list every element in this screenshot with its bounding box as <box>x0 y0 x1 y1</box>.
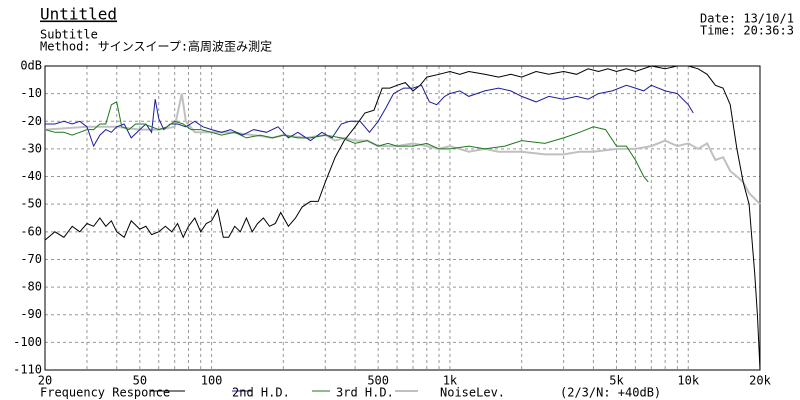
y-tick-label: -30 <box>20 141 42 155</box>
plot-frame <box>44 65 761 371</box>
y-tick-label: -60 <box>20 224 42 238</box>
series-line <box>44 93 761 205</box>
x-tick-label: 20k <box>749 374 771 388</box>
x-tick-label: 500 <box>367 374 389 388</box>
time: Time: 20:36:3 <box>700 24 794 38</box>
series-line <box>45 84 694 148</box>
legend-label: 3rd H.D. <box>336 386 394 400</box>
y-tick-label: -100 <box>13 335 42 349</box>
x-tick-label: 50 <box>133 374 147 388</box>
legend-label: 2nd H.D. <box>232 386 290 400</box>
y-tick-label: -70 <box>20 252 42 266</box>
annotation: (2/3/N: +40dB) <box>560 386 661 400</box>
legend-label: Frequency Responce <box>40 386 170 400</box>
x-tick-label: 1k <box>443 374 458 388</box>
y-tick-label: -90 <box>20 307 42 321</box>
series-line <box>44 65 761 371</box>
y-tick-label: 0dB <box>20 59 42 73</box>
y-tick-label: -110 <box>13 363 42 377</box>
x-tick-label: 5k <box>609 374 624 388</box>
x-tick-label: 10k <box>677 374 699 388</box>
x-tick-label: 100 <box>201 374 223 388</box>
y-tick-label: -80 <box>20 280 42 294</box>
chart-title: Untitled <box>40 5 117 24</box>
subtitle: Subtitle <box>40 28 98 42</box>
y-tick-label: -40 <box>20 169 42 183</box>
y-tick-label: -20 <box>20 114 42 128</box>
y-tick-label: -50 <box>20 197 42 211</box>
method: Method: サインスイープ:高周波歪み測定 <box>40 39 272 54</box>
date: Date: 13/10/1 <box>700 12 794 26</box>
legend-label: NoiseLev. <box>440 386 505 400</box>
y-tick-label: -10 <box>20 86 42 100</box>
series-line <box>44 101 649 183</box>
x-tick-label: 20 <box>38 374 52 388</box>
plot-area <box>44 65 761 371</box>
